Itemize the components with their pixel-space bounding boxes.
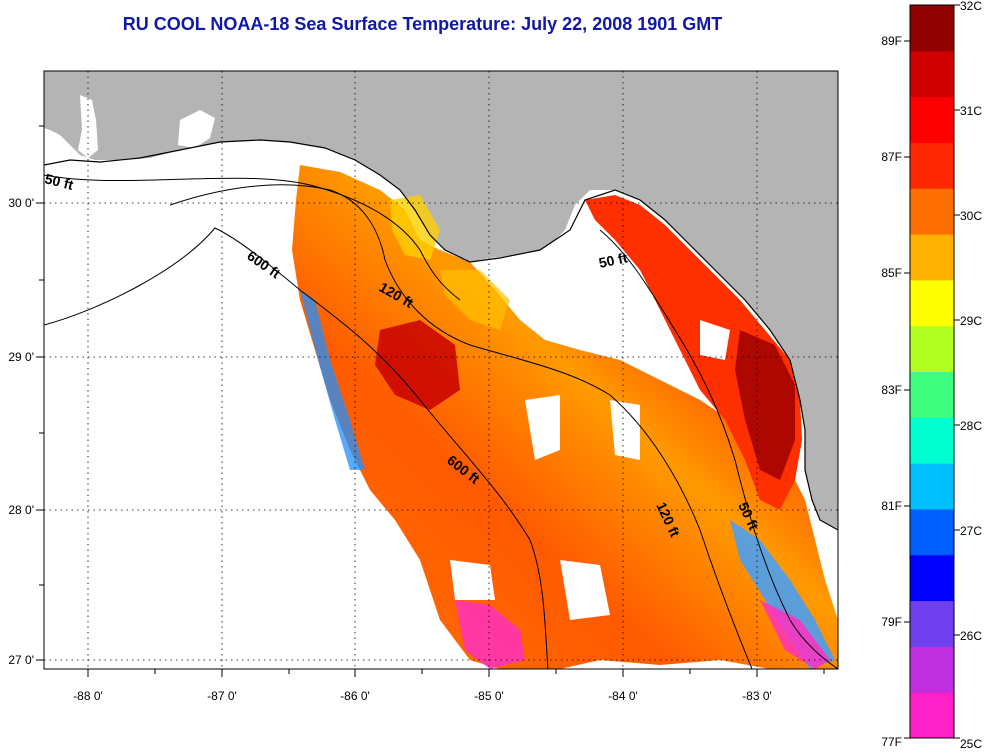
sst-field-main [292,165,838,669]
fahrenheit-label: 89F [881,34,902,48]
map-frame [43,70,839,670]
land-mass [44,71,838,530]
lat-label: 28 0' [8,503,34,517]
colorbar-band [910,554,954,602]
colorbar-band [910,508,954,556]
lon-label: -83 0' [742,689,772,703]
coastline [44,139,838,531]
colorbar-frame [909,4,955,739]
lat-label: 27 0' [8,653,34,667]
lon-label: -84 0' [608,689,638,703]
sst-magenta-se [760,600,830,669]
colorbar-band [910,279,954,327]
colorbar-band [910,234,954,281]
colorbar-band [910,50,954,98]
fahrenheit-label: 85F [881,266,902,280]
fahrenheit-label: 87F [881,150,902,164]
colorbar-band [910,600,954,647]
colorbar-band [910,188,954,235]
celsius-label: 29C [960,314,982,328]
colorbar-ticks [904,4,960,739]
celsius-label: 26C [960,629,982,643]
colorbar-band [910,5,954,52]
sst-yellow-center [440,270,510,330]
colorbar-band [910,646,954,693]
lat-label: 29 0' [8,350,34,364]
colorbar-band [910,371,954,418]
contour-label: 50 ft [597,249,629,271]
cloud-gap-3 [560,560,610,620]
temperature-colorbar [910,5,954,739]
contour-label: 50 ft [43,170,75,193]
lat-label: 30 0' [8,196,34,210]
lon-label: -88 0' [73,689,103,703]
sst-cool-edge-west [300,290,365,470]
lon-label: -85 0' [474,689,504,703]
celsius-label: 28C [960,419,982,433]
bay-mobile [178,110,215,148]
colorbar-band [910,325,954,372]
celsius-label: 27C [960,524,982,538]
celsius-label: 30C [960,209,982,223]
cloud-gap-2 [610,400,640,460]
sst-hot-core [375,320,460,410]
depth-contours [44,174,838,669]
sst-hot-east [735,330,795,480]
colorbar-band [910,96,954,143]
colorbar-band [910,417,954,464]
fahrenheit-label: 79F [881,615,902,629]
celsius-label: 25C [960,737,982,751]
colorbar-band [910,692,954,739]
sst-yellow-north [390,195,440,260]
sst-field-east [585,195,802,510]
cloud-gap-5 [700,320,730,360]
fahrenheit-label: 81F [881,499,902,513]
lon-label: -86 0' [340,689,370,703]
celsius-label: 31C [960,104,982,118]
colorbar-band [910,463,954,510]
fahrenheit-label: 77F [881,735,902,749]
cloud-gap-4 [450,560,495,600]
map-title: RU COOL NOAA-18 Sea Surface Temperature:… [122,14,723,34]
celsius-label: 32C [960,0,982,13]
cloud-gap-1 [525,395,560,460]
lon-label: -87 0' [207,689,237,703]
colorbar-band [910,142,954,189]
big-bend-coast [470,210,660,350]
graticule [44,71,838,669]
fahrenheit-label: 83F [881,383,902,397]
sst-cool-edge-south [455,600,525,669]
axis-ticks [36,125,825,677]
